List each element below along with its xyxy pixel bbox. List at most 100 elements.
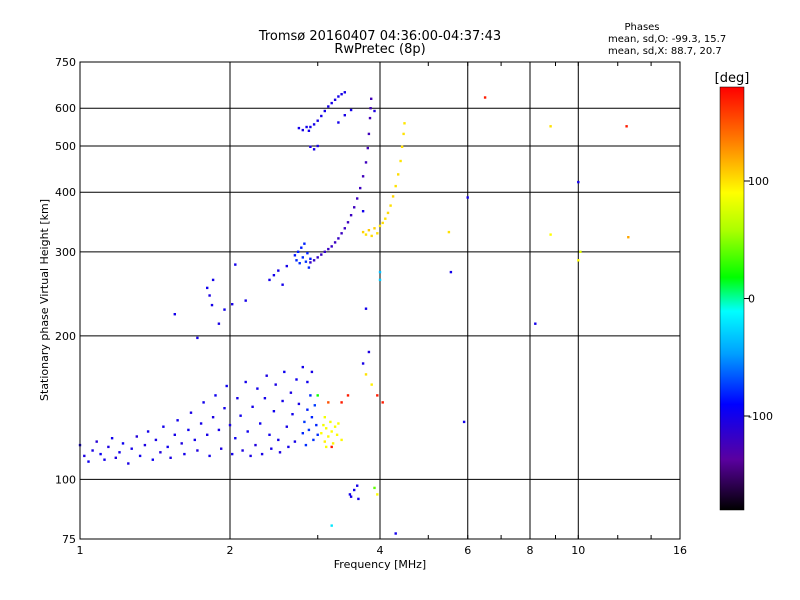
data-point — [295, 259, 298, 262]
data-point — [297, 126, 301, 130]
data-point — [549, 125, 552, 128]
data-point — [206, 286, 209, 290]
data-point — [265, 374, 268, 377]
data-point — [254, 443, 257, 447]
data-point — [310, 416, 314, 419]
data-point — [364, 307, 368, 310]
data-point — [313, 404, 316, 407]
data-point — [251, 405, 254, 408]
data-point — [364, 373, 368, 376]
data-point — [310, 370, 314, 374]
data-point — [217, 322, 221, 325]
data-point — [130, 447, 133, 450]
data-point — [234, 437, 237, 440]
data-point — [386, 211, 390, 215]
data-point — [331, 442, 335, 445]
y-tick-label: 300 — [55, 246, 76, 259]
data-point — [346, 221, 350, 224]
data-point — [373, 109, 376, 113]
data-point — [107, 445, 110, 449]
data-point — [357, 497, 360, 501]
data-point — [303, 420, 306, 424]
data-point — [214, 394, 217, 397]
data-point — [263, 397, 267, 400]
data-point — [234, 263, 237, 266]
data-point — [366, 146, 369, 150]
data-point — [249, 454, 252, 458]
y-tick-label: 750 — [55, 56, 76, 69]
data-point — [223, 407, 226, 410]
plot-area: 1 2 4 6 8 10 16 75 100 200 300 400 500 600 750 — [55, 56, 687, 557]
data-point — [83, 454, 86, 458]
data-point — [272, 410, 276, 413]
data-point — [316, 433, 319, 436]
data-point — [373, 486, 376, 490]
data-point — [309, 145, 312, 148]
data-point — [343, 227, 346, 230]
data-point — [333, 98, 337, 101]
data-point — [298, 262, 301, 265]
data-point — [343, 114, 346, 117]
data-point — [135, 435, 138, 438]
data-point — [329, 420, 332, 424]
data-point — [378, 224, 382, 228]
data-point — [118, 451, 121, 454]
data-point — [353, 488, 356, 492]
data-point — [202, 401, 205, 404]
data-point — [301, 128, 304, 132]
data-point — [208, 294, 211, 297]
data-point — [189, 411, 193, 414]
data-point — [307, 129, 311, 132]
data-point — [241, 449, 244, 452]
data-point — [340, 401, 343, 404]
data-point — [301, 432, 304, 435]
data-point — [277, 438, 280, 442]
data-point — [289, 391, 293, 394]
data-point — [151, 458, 154, 461]
data-point — [312, 148, 316, 151]
data-point — [381, 221, 384, 225]
data-point — [322, 423, 325, 427]
stats-o-mode: mean, sd,O: -99.3, 15.7 — [608, 34, 726, 45]
data-point — [309, 125, 312, 129]
data-point — [304, 443, 308, 447]
colorbar-gradient — [719, 86, 745, 511]
data-point — [138, 454, 142, 458]
data-point — [183, 452, 186, 456]
grid-lines — [80, 62, 680, 539]
data-point — [285, 264, 288, 268]
data-points — [78, 91, 630, 535]
x-tick-label: 6 — [464, 544, 471, 557]
phase-colorbar: [deg] 100 0 -100 — [715, 71, 773, 511]
data-point — [285, 425, 288, 428]
data-point — [376, 394, 379, 397]
data-point — [327, 435, 330, 438]
data-point — [246, 430, 249, 433]
data-point — [283, 370, 286, 374]
data-point — [337, 95, 340, 98]
data-point — [627, 236, 630, 239]
data-point — [91, 449, 94, 452]
data-point — [378, 278, 382, 282]
data-point — [449, 270, 453, 274]
data-point — [309, 257, 312, 260]
x-tick-label: 16 — [673, 544, 687, 557]
data-point — [376, 232, 379, 235]
data-point — [330, 524, 333, 527]
data-point — [231, 303, 234, 306]
data-point — [306, 380, 309, 384]
x-tick-label: 10 — [571, 544, 585, 557]
data-point — [307, 266, 311, 269]
data-point — [330, 430, 333, 433]
data-point — [534, 322, 537, 325]
data-point — [217, 428, 221, 432]
data-point — [364, 161, 368, 164]
data-point — [225, 384, 228, 388]
data-point — [169, 456, 172, 459]
data-point — [309, 394, 312, 397]
data-point — [549, 233, 552, 236]
data-point — [268, 278, 271, 282]
x-tick-label: 1 — [77, 544, 84, 557]
data-point — [370, 234, 373, 238]
